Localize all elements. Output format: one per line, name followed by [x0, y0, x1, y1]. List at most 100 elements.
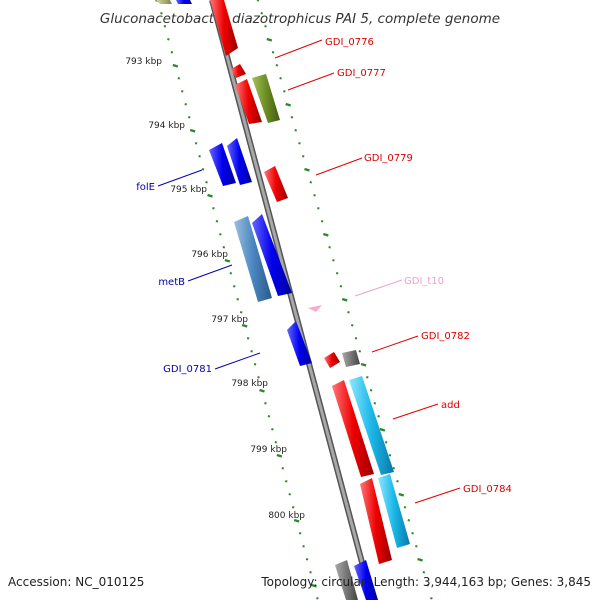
- leader-gdi-0779: [315, 157, 363, 176]
- minor-tick: [309, 571, 312, 574]
- major-tick: [311, 583, 317, 588]
- cds-red-gdi-0784: [360, 478, 392, 564]
- major-tick: [189, 128, 196, 133]
- minor-tick: [284, 480, 288, 483]
- major-tick: [276, 453, 283, 458]
- major-tick: [293, 518, 300, 523]
- minor-tick: [167, 38, 170, 41]
- minor-tick: [232, 285, 236, 288]
- feature-track: [156, 0, 410, 600]
- leader-gdi-0784: [414, 487, 461, 504]
- cds-red-large-1: [235, 79, 262, 124]
- minor-tick: [271, 428, 274, 431]
- minor-tick: [160, 12, 163, 15]
- cds-gray-gdi-0782: [342, 350, 360, 367]
- cds-blue-fole-1: [209, 143, 236, 186]
- feature-gray-bottom: [335, 560, 358, 600]
- cds-gdi-0779: [264, 166, 288, 202]
- minor-tick: [426, 584, 429, 587]
- minor-tick: [309, 181, 313, 184]
- minor-tick: [180, 90, 184, 93]
- minor-tick: [264, 25, 267, 28]
- tick-label: 799 kbp: [250, 445, 287, 455]
- tick-label: 800 kbp: [268, 511, 305, 521]
- major-tick: [241, 323, 248, 328]
- leader-gdi-0777: [287, 72, 335, 91]
- minor-tick: [373, 402, 377, 405]
- minor-tick: [250, 350, 253, 353]
- leader-metb: [187, 264, 233, 282]
- major-tick: [224, 258, 231, 263]
- minor-tick: [298, 142, 301, 145]
- minor-tick: [222, 246, 226, 249]
- map-title: Gluconacetobacter diazotrophicus PAI 5, …: [100, 11, 500, 27]
- leader-gdi-t10: [354, 279, 403, 297]
- minor-tick: [384, 441, 388, 444]
- minor-tick: [392, 467, 396, 470]
- gene-label-fole: folE: [136, 182, 155, 193]
- minor-tick: [198, 155, 201, 158]
- minor-tick: [369, 389, 373, 392]
- tick-label: 797 kbp: [211, 315, 248, 325]
- major-tick: [207, 193, 213, 198]
- tick-label: 796 kbp: [191, 250, 228, 260]
- gene-label-gdi-0784: GDI_0784: [463, 484, 512, 495]
- cds-gdi-0777-small: [231, 64, 246, 78]
- major-tick: [398, 492, 405, 497]
- minor-tick: [422, 571, 426, 574]
- minor-tick: [350, 324, 354, 327]
- major-tick: [379, 427, 386, 432]
- cds-olive: [252, 74, 280, 123]
- minor-tick: [239, 311, 243, 314]
- minor-tick: [332, 259, 335, 262]
- minor-tick: [388, 454, 392, 457]
- minor-tick: [430, 597, 433, 600]
- minor-tick: [187, 116, 191, 119]
- minor-tick: [212, 207, 215, 210]
- minor-tick: [377, 415, 380, 418]
- minor-tick: [264, 402, 267, 405]
- minor-tick: [236, 298, 240, 301]
- gene-label-gdi-0776: GDI_0776: [325, 37, 374, 48]
- gene-label-gdi-0781: GDI_0781: [163, 364, 212, 375]
- gene-label-add: add: [441, 400, 460, 411]
- minor-tick: [229, 272, 233, 275]
- major-tick: [417, 557, 423, 562]
- minor-tick: [366, 376, 369, 379]
- minor-tick: [354, 337, 358, 340]
- major-tick: [259, 388, 265, 393]
- cds-blue-metb: [252, 214, 292, 296]
- feature-khaki-top: [156, 0, 172, 4]
- cds-red-add: [332, 380, 374, 477]
- minor-tick: [302, 545, 305, 548]
- feature-blue-top: [176, 0, 192, 4]
- minor-tick: [320, 220, 324, 223]
- minor-tick: [253, 363, 257, 366]
- minor-tick: [246, 337, 250, 340]
- major-tick: [285, 102, 292, 107]
- gene-label-gdi-0777: GDI_0777: [337, 68, 386, 79]
- minor-tick: [256, 0, 260, 2]
- minor-tick: [215, 220, 219, 223]
- minor-tick: [184, 103, 188, 106]
- minor-tick: [403, 506, 407, 509]
- outer-tick-track: [256, 0, 433, 600]
- cds-blue-fole-2: [227, 138, 252, 185]
- genome-backbone-highlight: [210, 0, 374, 600]
- major-tick: [341, 297, 348, 302]
- minor-tick: [415, 545, 418, 548]
- cds-red-gdi-0782-small: [324, 352, 340, 368]
- minor-tick: [305, 558, 309, 561]
- accession-text: Accession: NC_010125: [8, 575, 144, 589]
- minor-tick: [411, 532, 414, 535]
- minor-tick: [170, 51, 174, 54]
- minor-tick: [201, 168, 205, 171]
- tick-label: 793 kbp: [125, 57, 162, 67]
- tick-labels: 793 kbp 794 kbp 795 kbp 796 kbp 797 kbp …: [125, 57, 305, 521]
- minor-tick: [291, 506, 295, 509]
- minor-tick: [328, 246, 331, 249]
- genome-summary-text: Topology: circular; Length: 3,944,163 bp…: [260, 575, 591, 589]
- tick-label: 795 kbp: [170, 185, 207, 195]
- leader-gdi-0776: [274, 39, 323, 59]
